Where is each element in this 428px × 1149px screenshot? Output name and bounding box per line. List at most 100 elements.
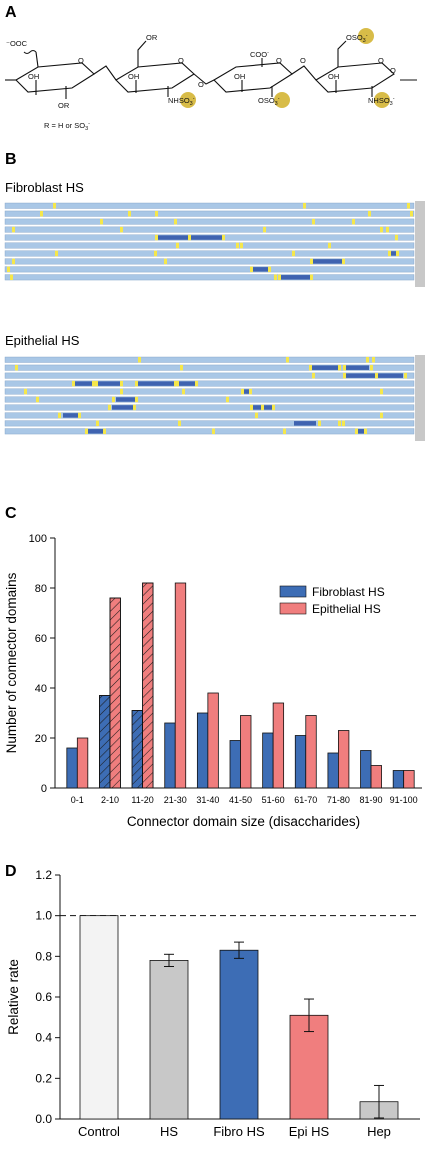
x-tick-label: 61-70 xyxy=(294,795,317,805)
epithelial-chains xyxy=(4,355,425,441)
connector-domain xyxy=(312,365,338,370)
y-tick-label: 0.6 xyxy=(35,990,52,1004)
sulfated-domain xyxy=(283,428,286,435)
sulfated-domain xyxy=(12,226,15,233)
sulfated-domain xyxy=(343,364,346,371)
y-tick-label: 0 xyxy=(41,783,47,795)
sulfated-domain xyxy=(310,258,313,265)
ring-2-nhso3: NHSO xyxy=(168,96,190,105)
chain-row xyxy=(4,210,415,217)
sulfated-domain xyxy=(176,242,179,249)
sulfated-domain xyxy=(268,266,271,273)
sulfated-domain xyxy=(241,388,244,395)
svg-text:NHSO3-: NHSO3- xyxy=(168,96,195,107)
sulfated-domain xyxy=(410,210,413,217)
bar-epithelial xyxy=(272,702,285,789)
x-tick-label: HS xyxy=(160,1124,178,1139)
chain-end-cap xyxy=(415,355,425,441)
sulfated-domain xyxy=(342,420,345,427)
svg-text:R = H or SO3-: R = H or SO3- xyxy=(44,121,90,132)
connector-domain xyxy=(112,405,133,410)
sulfated-domain xyxy=(176,380,179,387)
bar-epithelial xyxy=(207,692,219,789)
ring-3 xyxy=(213,62,293,93)
connector-domain xyxy=(263,405,272,410)
sulfated-domain xyxy=(309,364,312,371)
svg-text:COO-: COO- xyxy=(250,50,269,59)
chart-relative-rate: 0.0 0.2 0.4 0.6 0.8 1.0 1.2 Control HS Fibro HS Ep… xyxy=(6,868,420,1139)
x-tick-label: 81-90 xyxy=(360,795,383,805)
chain-row xyxy=(4,266,415,273)
panel-a-label: A xyxy=(5,4,17,21)
bar xyxy=(289,1014,329,1120)
sulfated-domain xyxy=(407,203,410,209)
y-tick-label: 1.2 xyxy=(35,868,52,882)
bar-epithelial xyxy=(305,715,317,789)
sulfated-domain xyxy=(274,274,277,281)
sulfated-domain xyxy=(318,420,321,427)
sulfated-domain xyxy=(188,234,191,241)
link-2 xyxy=(193,73,215,85)
sulfated-domain xyxy=(278,274,281,281)
sulfated-domain xyxy=(182,388,185,395)
sulfated-domain xyxy=(135,396,138,403)
y-tick-label: 100 xyxy=(29,533,47,545)
ring-1-c5 xyxy=(35,51,39,68)
bar-fibroblast xyxy=(360,750,372,789)
sulfated-domain xyxy=(372,357,375,363)
x-tick-label: 41-50 xyxy=(229,795,252,805)
sulfated-domain xyxy=(404,372,407,379)
connector-domain xyxy=(98,381,120,386)
chain-row xyxy=(4,388,415,395)
connector-domain xyxy=(63,413,78,418)
sulfated-domain xyxy=(261,404,264,411)
y-tick-label: 0.2 xyxy=(35,1071,52,1085)
sulfated-domain xyxy=(164,258,167,265)
bar-fibroblast xyxy=(229,740,241,789)
sulfated-domain xyxy=(380,388,383,395)
chain-row xyxy=(4,218,415,225)
sulfate-circle-1 xyxy=(180,92,196,108)
connector-domain xyxy=(312,259,342,264)
panel-a: A xyxy=(5,4,417,132)
sulfated-domain xyxy=(128,210,131,217)
panel-b: B Fibroblast HS Epithelial HS xyxy=(4,151,425,441)
sulfated-domain xyxy=(195,380,198,387)
bar-epithelial xyxy=(174,582,187,789)
bar xyxy=(219,949,259,1120)
sulfated-domain xyxy=(154,250,157,257)
bar xyxy=(79,915,119,1120)
sulfated-domain xyxy=(120,388,123,395)
chain-row xyxy=(4,372,415,379)
x-tick-label: 31-40 xyxy=(196,795,219,805)
sulfated-domain xyxy=(338,364,341,371)
x-tick-label: 91-100 xyxy=(390,795,418,805)
ring-3-oso3: OSO xyxy=(258,96,275,105)
sulfated-domain xyxy=(112,396,115,403)
bar-hatch xyxy=(131,710,143,789)
sulfated-domain xyxy=(108,404,111,411)
sulfated-domain xyxy=(174,380,177,387)
legend-swatch xyxy=(279,602,307,615)
panel-d-label: D xyxy=(5,863,17,880)
sulfated-domain xyxy=(250,404,253,411)
sulfated-domain xyxy=(180,364,183,371)
chain-row xyxy=(4,380,415,387)
connector-domain xyxy=(87,429,103,434)
sulfated-domain xyxy=(36,396,39,403)
chain-row xyxy=(4,242,415,249)
x-tick-label: 71-80 xyxy=(327,795,350,805)
chain-row xyxy=(4,274,415,281)
connector-domain xyxy=(253,405,261,410)
sulfated-domain xyxy=(310,274,313,281)
x-tick-label: 0-1 xyxy=(71,795,84,805)
bar-fibroblast xyxy=(294,735,307,789)
ooc-label: OOC xyxy=(10,39,28,48)
sulfated-domain xyxy=(312,218,315,225)
sulfated-domain xyxy=(272,404,275,411)
y-tick-label: 20 xyxy=(35,733,47,745)
ring-1-wavy-bond xyxy=(23,50,37,54)
sulfated-domain xyxy=(249,388,252,395)
fibroblast-title: Fibroblast HS xyxy=(5,180,84,195)
bar-hatch xyxy=(142,582,154,789)
